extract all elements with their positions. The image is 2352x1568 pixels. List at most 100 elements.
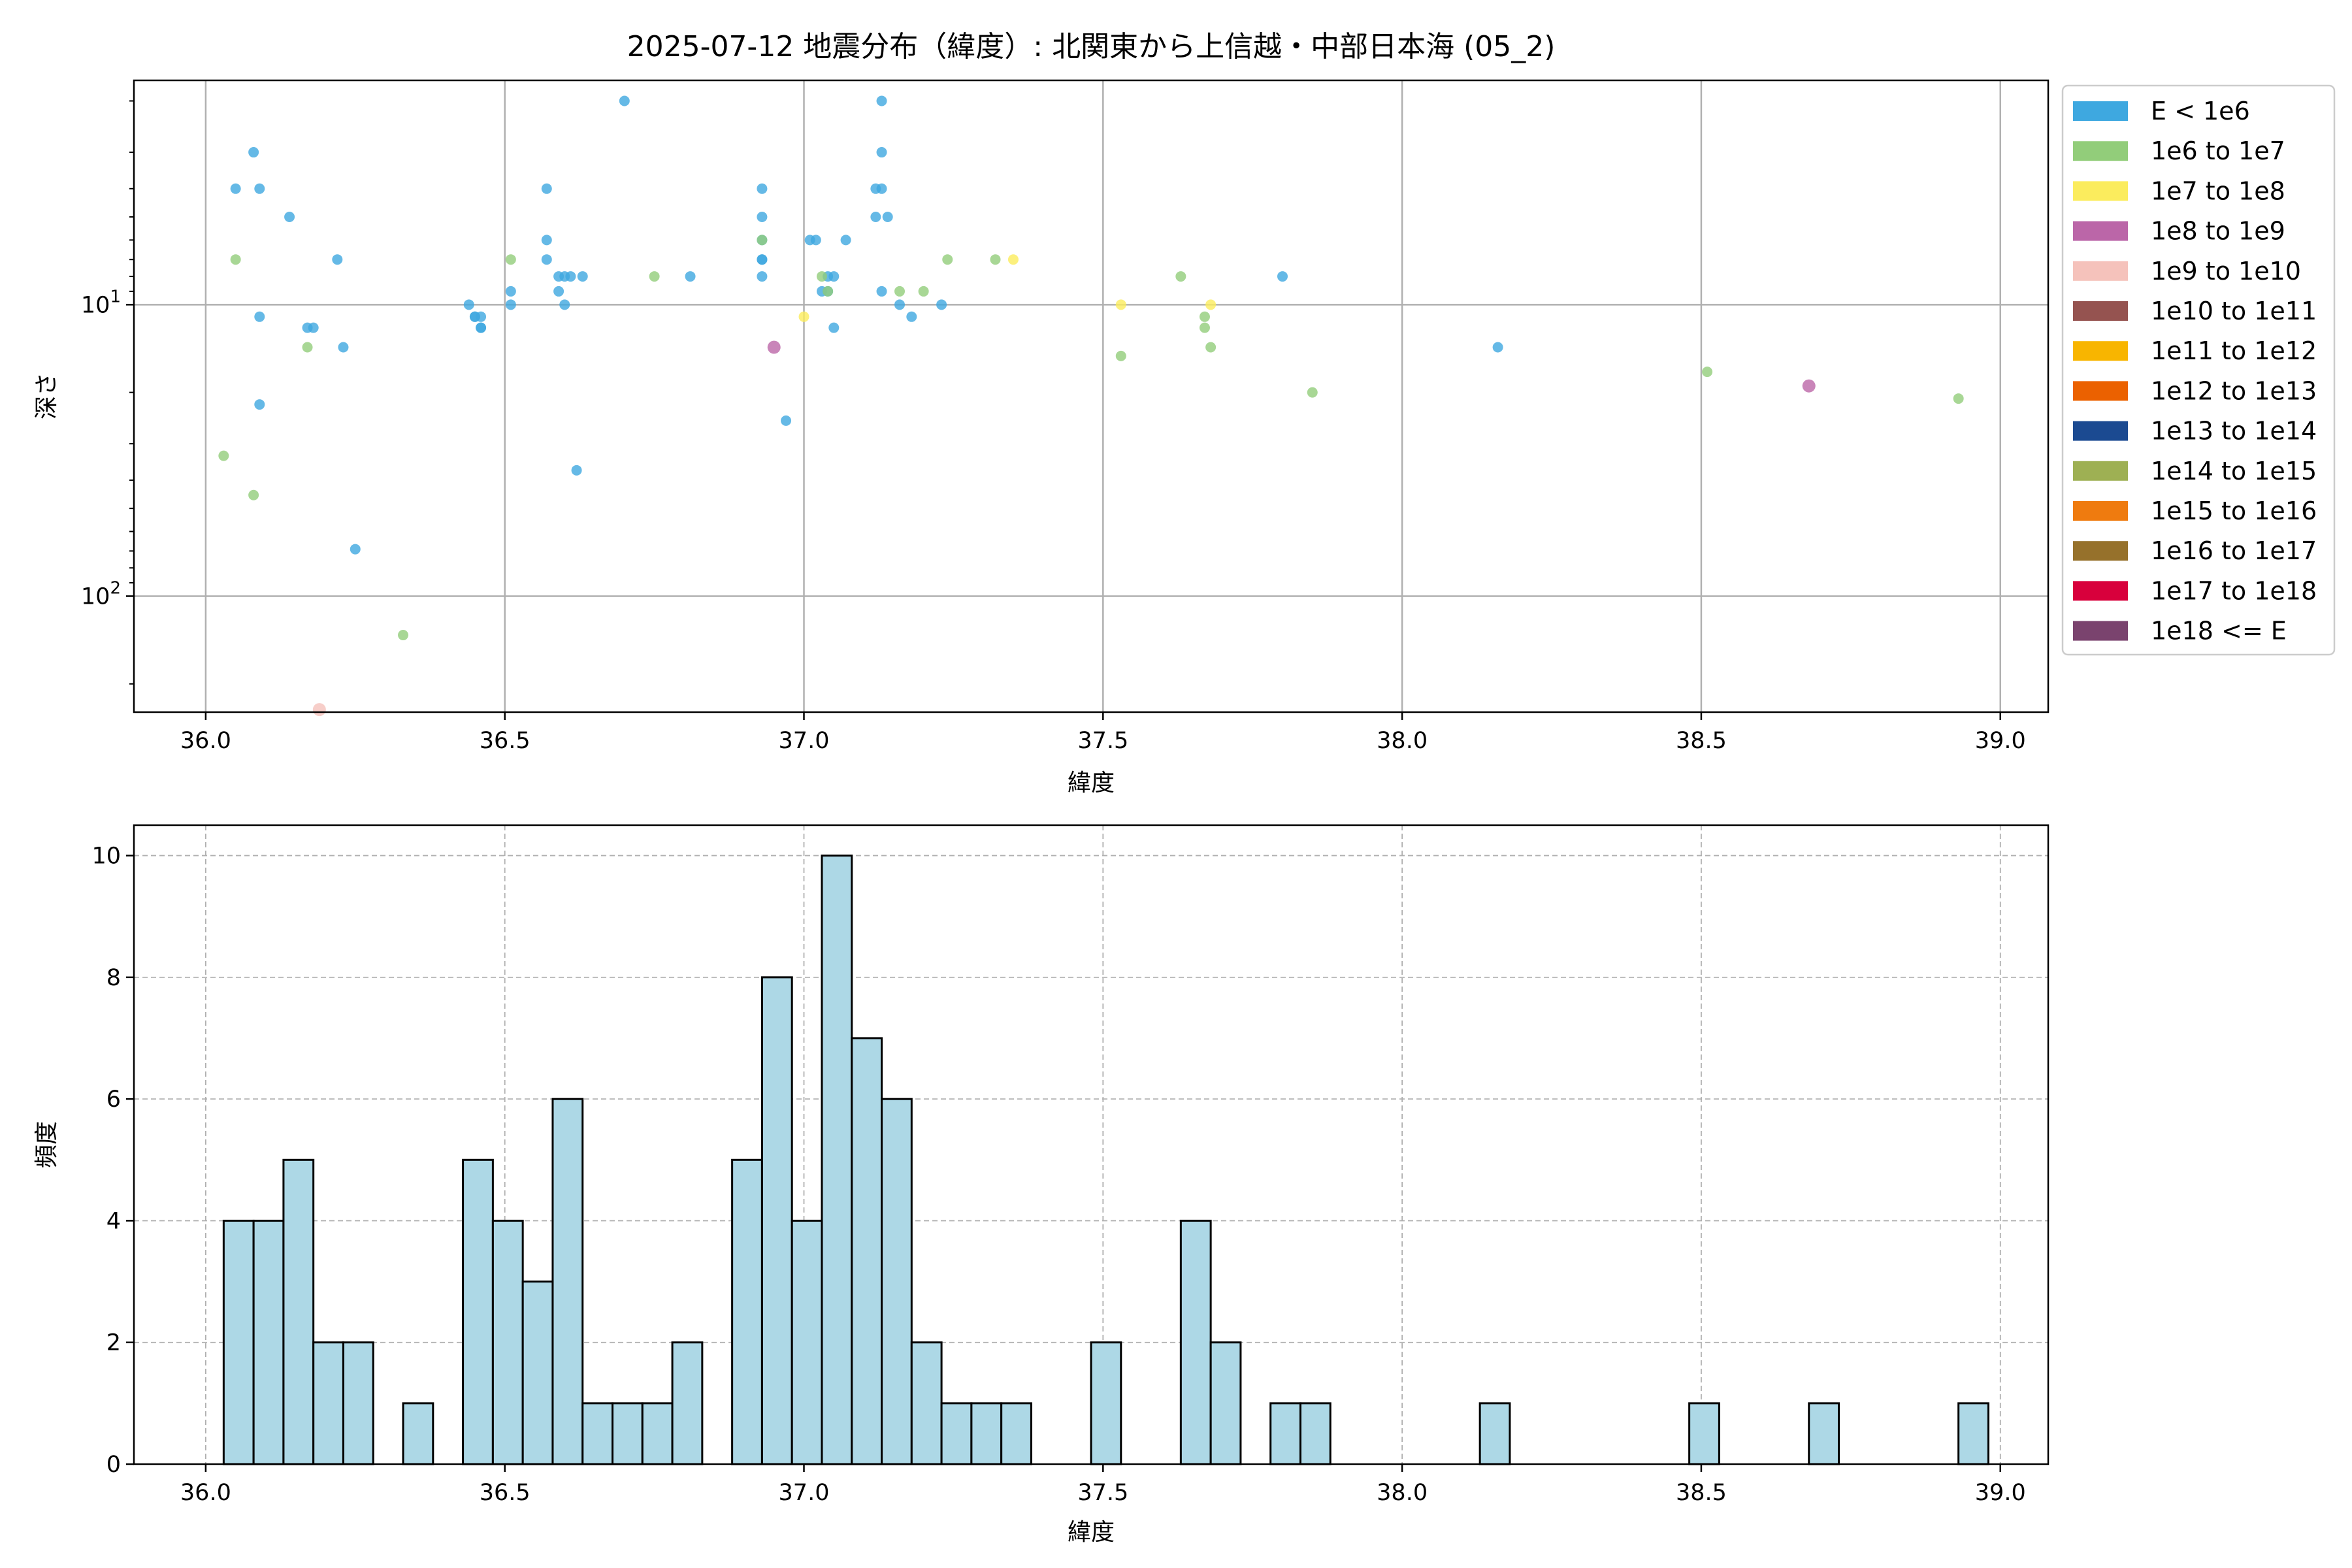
legend-swatch (2073, 621, 2128, 641)
scatter-point (882, 212, 893, 223)
histogram-bar (1179, 1219, 1212, 1465)
legend-label: 1e9 to 1e10 (2151, 257, 2301, 286)
histogram-x-axis-label: 緯度 (1068, 1519, 1115, 1546)
histogram-bar (1090, 1341, 1122, 1465)
scatter-point (781, 415, 792, 426)
scatter-point (312, 703, 326, 717)
legend-label: 1e18 <= E (2151, 617, 2287, 645)
histogram-panel: 36.0 36.5 37.0 37.5 38.0 38.5 39.0 0 2 4 6 8 10 緯度 頻… (33, 824, 2050, 1546)
scatter-y-tick-label: 101 (81, 287, 121, 318)
scatter-point (876, 183, 887, 194)
legend-swatch (2073, 101, 2128, 121)
scatter-grid (134, 80, 2048, 712)
scatter-point (338, 342, 349, 353)
scatter-x-axis-label: 緯度 (1068, 770, 1115, 796)
legend-swatch (2073, 341, 2128, 361)
scatter-point (870, 212, 881, 223)
scatter-point (876, 286, 887, 297)
scatter-point (332, 254, 343, 265)
histogram-bar (1299, 1402, 1331, 1465)
scatter-point (1307, 387, 1318, 398)
histogram-y-tick-label: 0 (106, 1452, 121, 1478)
histogram-bar (1269, 1402, 1301, 1465)
scatter-point (1199, 322, 1210, 333)
scatter-point (505, 254, 516, 265)
scatter-point (1205, 342, 1217, 353)
chart-title: 2025-07-12 地震分布（緯度）: 北関東から上信越・中部日本海 (05_… (627, 30, 1556, 63)
histogram-bar (910, 1341, 943, 1465)
scatter-point (559, 299, 570, 310)
histogram-bar (671, 1341, 704, 1465)
histogram-y-tick-label: 10 (91, 843, 121, 870)
histogram-bar (312, 1341, 344, 1465)
scatter-point (541, 183, 552, 194)
scatter-point (990, 254, 1001, 265)
scatter-point (942, 254, 953, 265)
histogram-y-tick-label: 2 (106, 1330, 121, 1356)
legend-swatch (2073, 461, 2128, 481)
legend-label: 1e12 to 1e13 (2151, 376, 2317, 405)
scatter-point (757, 254, 768, 265)
legend-label: 1e14 to 1e15 (2151, 457, 2317, 485)
scatter-point (828, 322, 840, 333)
scatter-point (308, 322, 319, 333)
scatter-x-tick-label: 39.0 (1975, 728, 2026, 754)
scatter-point (1277, 271, 1288, 282)
scatter-point (505, 286, 516, 297)
scatter-point (577, 271, 588, 282)
histogram-bar (342, 1341, 374, 1465)
histogram-bar (1478, 1402, 1511, 1465)
histogram-bar (222, 1219, 255, 1465)
scatter-point (230, 183, 241, 194)
scatter-point (463, 299, 474, 310)
histogram-bar (760, 976, 793, 1465)
scatter-x-tick-label: 36.0 (180, 728, 231, 754)
scatter-point (1175, 271, 1186, 282)
scatter-point (894, 299, 905, 310)
scatter-point (767, 340, 781, 354)
legend-label: E < 1e6 (2151, 97, 2250, 125)
scatter-x-tick-label: 36.5 (480, 728, 531, 754)
histogram-y-axis-label: 頻度 (33, 1121, 60, 1168)
histogram-bar (551, 1098, 584, 1465)
histogram-bar (821, 855, 853, 1465)
legend-swatch (2073, 261, 2128, 281)
scatter-point (619, 95, 630, 106)
legend-swatch (2073, 181, 2128, 201)
legend-swatch (2073, 421, 2128, 441)
histogram-bar (402, 1402, 434, 1465)
scatter-x-tick-label: 37.0 (779, 728, 830, 754)
legend-label: 1e10 to 1e11 (2151, 297, 2317, 325)
scatter-point (823, 286, 834, 297)
scatter-point (565, 271, 576, 282)
legend-label: 1e8 to 1e9 (2151, 217, 2285, 246)
scatter-point (350, 544, 361, 555)
histogram-y-tick-label: 8 (106, 965, 121, 991)
scatter-point (553, 286, 564, 297)
legend-label: 1e13 to 1e14 (2151, 417, 2317, 446)
histogram-bar (641, 1402, 674, 1465)
histogram-x-tick-label: 37.5 (1077, 1480, 1128, 1506)
scatter-point (541, 235, 552, 246)
scatter-point (1115, 299, 1126, 310)
histogram-y-tick-label: 6 (106, 1086, 121, 1113)
legend-swatch (2073, 501, 2128, 521)
scatter-points (218, 95, 1964, 717)
legend: E < 1e6 1e6 to 1e7 1e7 to 1e8 1e8 to 1e9 1e9… (2061, 84, 2336, 656)
scatter-point (284, 212, 295, 223)
scatter-point (876, 147, 887, 158)
histogram-bars (222, 855, 1989, 1465)
legend-label: 1e11 to 1e12 (2151, 336, 2317, 365)
scatter-point (840, 235, 851, 246)
histogram-bar (1957, 1402, 1989, 1465)
scatter-point (1205, 299, 1217, 310)
scatter-point (1953, 393, 1964, 404)
scatter-point (248, 147, 259, 158)
scatter-x-tick-label: 38.5 (1676, 728, 1727, 754)
scatter-point (894, 286, 905, 297)
scatter-point (1802, 379, 1816, 393)
scatter-point (1492, 342, 1503, 353)
